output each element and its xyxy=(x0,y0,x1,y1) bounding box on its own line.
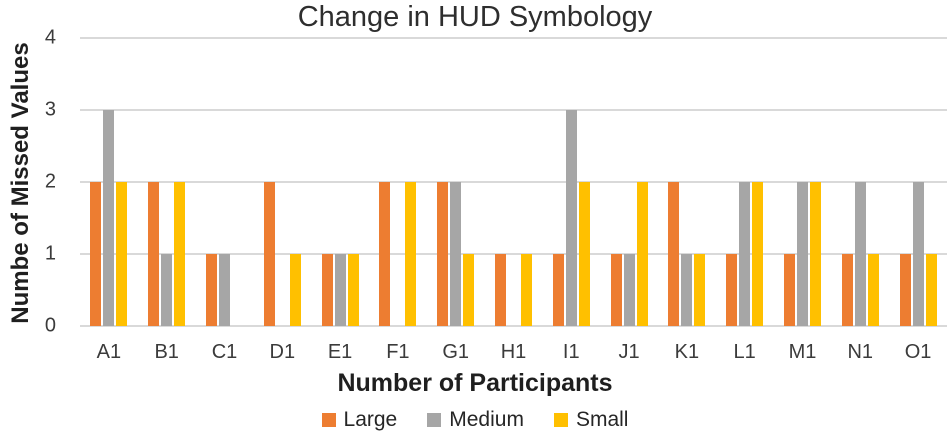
y-tick-label: 0 xyxy=(44,314,56,337)
bar-small-m1 xyxy=(809,182,821,326)
legend-swatch-small-icon xyxy=(553,413,568,427)
bar-small-e1 xyxy=(347,254,359,326)
bar-large-m1 xyxy=(783,254,795,326)
x-tick-label-h1: H1 xyxy=(500,341,527,363)
x-tick-label-f1: F1 xyxy=(386,341,410,363)
bar-small-d1 xyxy=(289,254,301,326)
bar-group-n1 xyxy=(831,38,889,326)
legend-item-small: Small xyxy=(553,408,629,432)
x-tick-label-b1: B1 xyxy=(154,341,179,363)
bar-group-m1 xyxy=(774,38,832,326)
bar-medium-c1 xyxy=(218,254,230,326)
x-tick-label-l1: L1 xyxy=(733,341,756,363)
bar-medium-a1 xyxy=(103,110,115,326)
bar-medium-g1 xyxy=(450,182,462,326)
bar-group-k1 xyxy=(658,38,716,326)
legend-item-medium: Medium xyxy=(427,408,524,432)
bar-small-k1 xyxy=(694,254,706,326)
bar-group-l1 xyxy=(716,38,774,326)
y-axis-ticks: 0 1 2 3 4 xyxy=(0,27,70,337)
x-tick-label-a1: A1 xyxy=(96,341,122,363)
gridline-y-3 xyxy=(80,109,947,111)
legend: Large Medium Small xyxy=(0,408,950,432)
bar-large-c1 xyxy=(205,254,217,326)
bar-group-i1 xyxy=(542,38,600,326)
bar-group-a1 xyxy=(80,38,138,326)
bar-large-a1 xyxy=(90,182,102,326)
bar-medium-o1 xyxy=(912,182,924,326)
legend-swatch-medium-icon xyxy=(427,413,442,427)
bar-large-n1 xyxy=(841,254,853,326)
bar-large-k1 xyxy=(668,182,680,326)
bar-group-j1 xyxy=(600,38,658,326)
bar-large-o1 xyxy=(899,254,911,326)
y-tick-label: 1 xyxy=(44,242,56,265)
bar-group-f1 xyxy=(369,38,427,326)
bar-large-e1 xyxy=(321,254,333,326)
x-tick-label-j1: J1 xyxy=(618,341,640,363)
bar-small-f1 xyxy=(405,182,417,326)
y-tick-label: 4 xyxy=(44,26,56,49)
bar-large-i1 xyxy=(552,254,564,326)
x-axis-title: Number of Participants xyxy=(337,369,613,397)
y-tick-label: 2 xyxy=(44,170,56,193)
bar-medium-l1 xyxy=(739,182,751,326)
bar-medium-k1 xyxy=(681,254,693,326)
bar-groups xyxy=(80,38,947,326)
bar-group-b1 xyxy=(138,38,196,326)
bar-group-o1 xyxy=(889,38,947,326)
bar-small-j1 xyxy=(636,182,648,326)
bar-large-g1 xyxy=(437,182,449,326)
x-tick-label-i1: I1 xyxy=(562,341,580,363)
bar-small-n1 xyxy=(867,254,879,326)
bar-group-d1 xyxy=(253,38,311,326)
gridline-y-2 xyxy=(80,181,947,183)
x-tick-label-k1: K1 xyxy=(674,341,700,363)
bar-large-h1 xyxy=(494,254,506,326)
x-axis-ticks: A1 B1 C1 D1 E1 F1 G1 H1 I1 J1 K1 L1 M1 N1 O1 xyxy=(80,341,947,364)
bar-group-h1 xyxy=(485,38,543,326)
bar-medium-n1 xyxy=(854,182,866,326)
x-tick-label-e1: E1 xyxy=(327,341,353,363)
bar-small-i1 xyxy=(578,182,590,326)
bar-group-e1 xyxy=(311,38,369,326)
bar-large-f1 xyxy=(379,182,391,326)
bar-large-b1 xyxy=(148,182,160,326)
bar-small-g1 xyxy=(463,254,475,326)
bar-small-l1 xyxy=(752,182,764,326)
bar-small-a1 xyxy=(116,182,128,326)
legend-item-large: Large xyxy=(321,408,398,432)
x-tick-label-m1: M1 xyxy=(788,341,817,363)
x-tick-label-c1: C1 xyxy=(211,341,238,363)
chart-title: Change in HUD Symbology xyxy=(297,1,653,33)
bar-large-j1 xyxy=(610,254,622,326)
legend-swatch-large-icon xyxy=(321,413,336,427)
bar-group-c1 xyxy=(196,38,254,326)
plot-area xyxy=(80,37,947,327)
gridline-y-1 xyxy=(80,253,947,255)
bar-medium-b1 xyxy=(161,254,173,326)
gridline-y-0 xyxy=(80,325,947,327)
bar-medium-i1 xyxy=(565,110,577,326)
legend-label: Medium xyxy=(449,408,524,431)
bar-medium-j1 xyxy=(623,254,635,326)
bar-small-b1 xyxy=(174,182,186,326)
x-tick-label-d1: D1 xyxy=(269,341,296,363)
gridline-y-4 xyxy=(80,37,947,39)
bar-large-l1 xyxy=(726,254,738,326)
legend-label: Large xyxy=(343,408,398,431)
x-tick-label-o1: O1 xyxy=(904,341,932,363)
bar-medium-m1 xyxy=(796,182,808,326)
x-tick-label-g1: G1 xyxy=(442,341,470,363)
legend-label: Small xyxy=(575,408,629,431)
x-tick-label-n1: N1 xyxy=(847,341,874,363)
bar-large-d1 xyxy=(263,182,275,326)
bar-small-o1 xyxy=(925,254,937,326)
bar-medium-e1 xyxy=(334,254,346,326)
bar-group-g1 xyxy=(427,38,485,326)
y-tick-label: 3 xyxy=(44,98,56,121)
bar-small-h1 xyxy=(520,254,532,326)
